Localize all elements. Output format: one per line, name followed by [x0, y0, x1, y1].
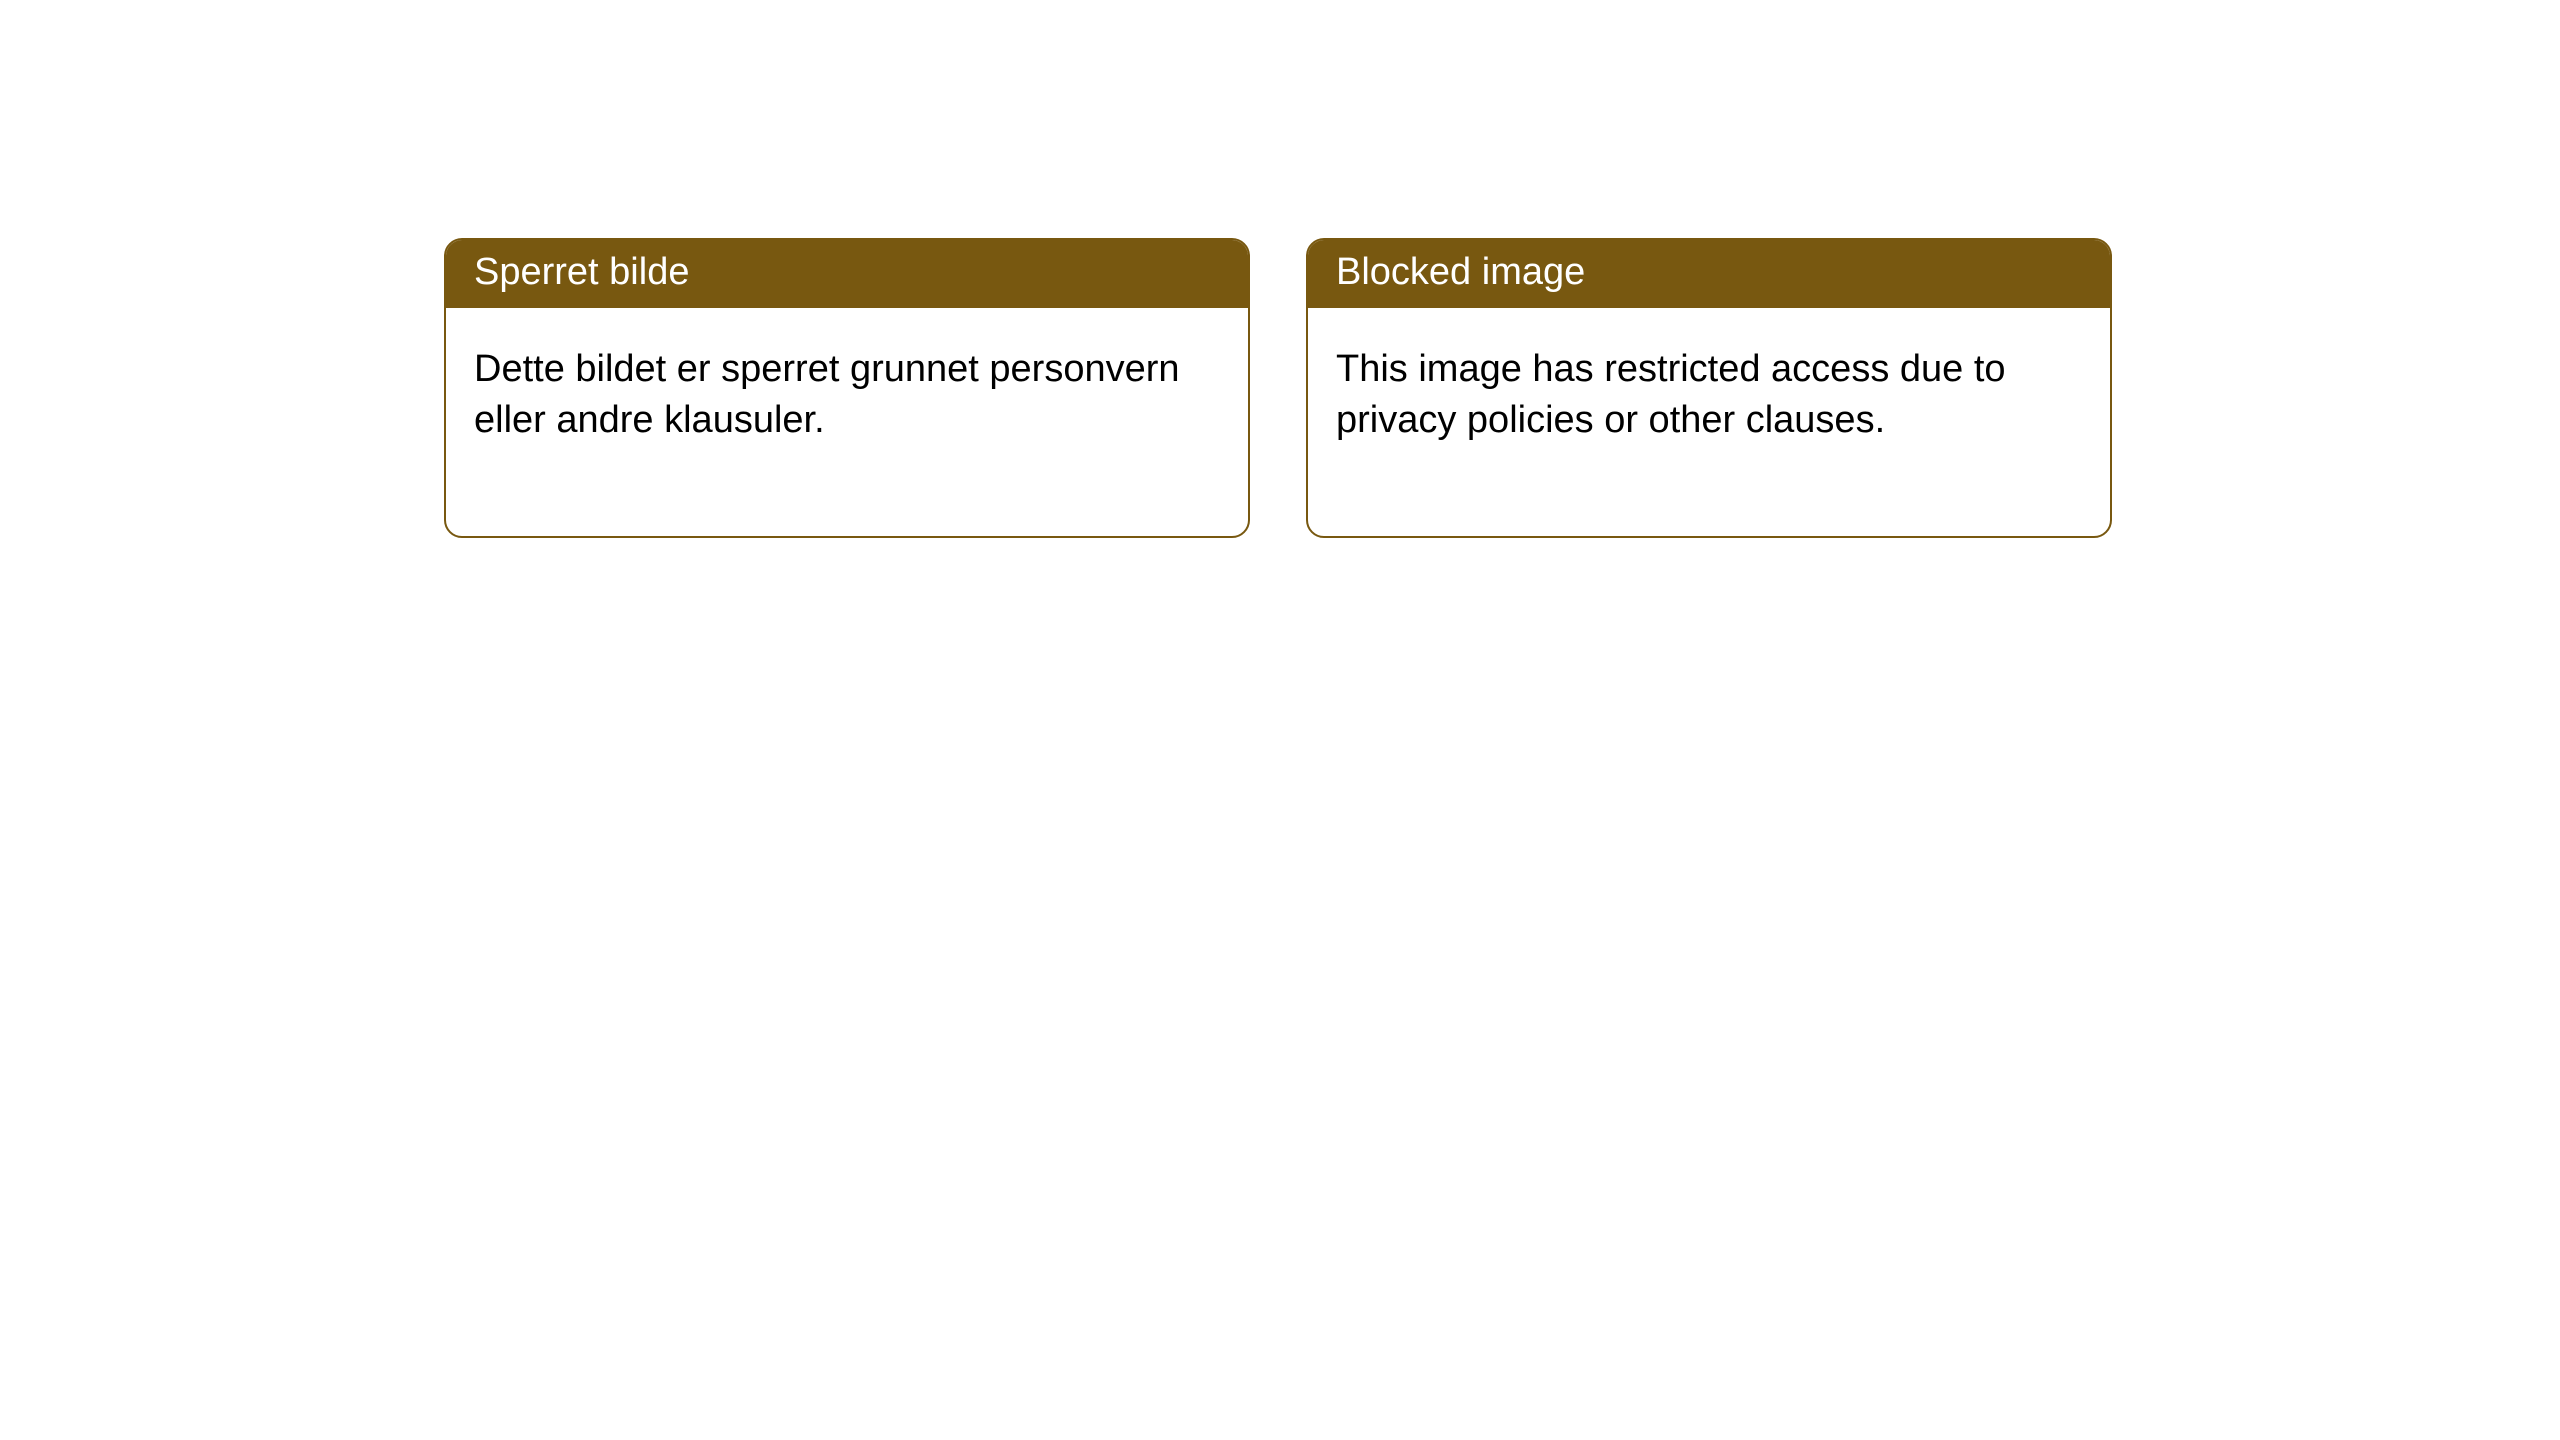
notice-container: Sperret bilde Dette bildet er sperret gr… [0, 0, 2560, 538]
notice-card-english: Blocked image This image has restricted … [1306, 238, 2112, 538]
notice-title: Blocked image [1308, 240, 2110, 308]
notice-body: This image has restricted access due to … [1308, 308, 2110, 537]
notice-title: Sperret bilde [446, 240, 1248, 308]
notice-card-norwegian: Sperret bilde Dette bildet er sperret gr… [444, 238, 1250, 538]
notice-body: Dette bildet er sperret grunnet personve… [446, 308, 1248, 537]
